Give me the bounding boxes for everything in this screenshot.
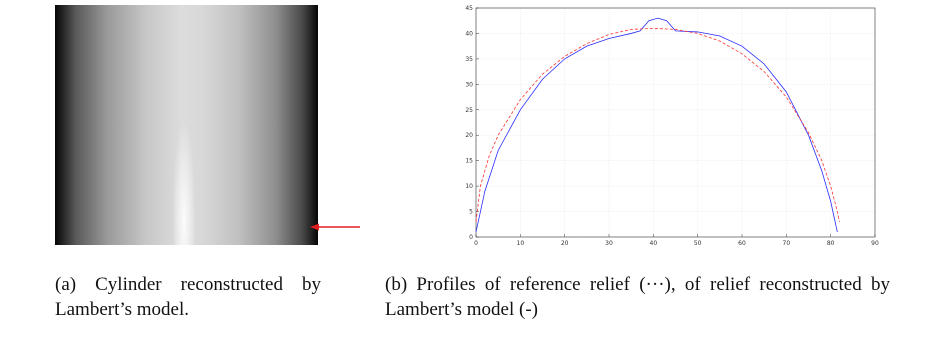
x-tick-label: 60 bbox=[738, 240, 746, 247]
y-tick-label: 20 bbox=[465, 132, 473, 139]
y-tick-label: 10 bbox=[465, 183, 473, 190]
y-tick-label: 35 bbox=[465, 56, 473, 63]
x-tick-label: 80 bbox=[827, 240, 835, 247]
figure-page: 0 10 20 30 40 50 60 70 80 90 0 5 10 15 20 25 30 35 40 45 (a… bbox=[0, 0, 927, 338]
caption: (b) Profiles of reference relief (···), … bbox=[385, 272, 890, 322]
y-tick-label: 25 bbox=[465, 107, 473, 114]
x-tick-label: 90 bbox=[871, 240, 879, 247]
x-tick-label: 0 bbox=[474, 240, 478, 247]
y-tick-label: 15 bbox=[465, 158, 473, 165]
x-tick-label: 20 bbox=[561, 240, 569, 247]
x-tick-label: 50 bbox=[694, 240, 702, 247]
y-tick-label: 5 bbox=[469, 209, 473, 216]
y-tick-label: 40 bbox=[465, 30, 473, 37]
plot-frame bbox=[476, 8, 875, 237]
chart: 0 10 20 30 40 50 60 70 80 90 0 5 10 15 20 25 30 35 40 45 bbox=[455, 0, 895, 250]
y-tick-label: 0 bbox=[469, 234, 473, 241]
profile-line bbox=[476, 18, 837, 232]
caption: (a) Cylinder reconstructed by Lambert’s … bbox=[55, 272, 321, 322]
profile-line bbox=[476, 28, 840, 221]
arrow bbox=[300, 215, 370, 239]
x-tick-label: 70 bbox=[783, 240, 791, 247]
x-tick-label: 40 bbox=[650, 240, 658, 247]
y-tick-label: 45 bbox=[465, 5, 473, 12]
x-tick-label: 10 bbox=[517, 240, 525, 247]
x-tick-label: 30 bbox=[605, 240, 613, 247]
y-tick-label: 30 bbox=[465, 81, 473, 88]
cylinder-image bbox=[55, 5, 318, 245]
highlight bbox=[173, 125, 195, 245]
